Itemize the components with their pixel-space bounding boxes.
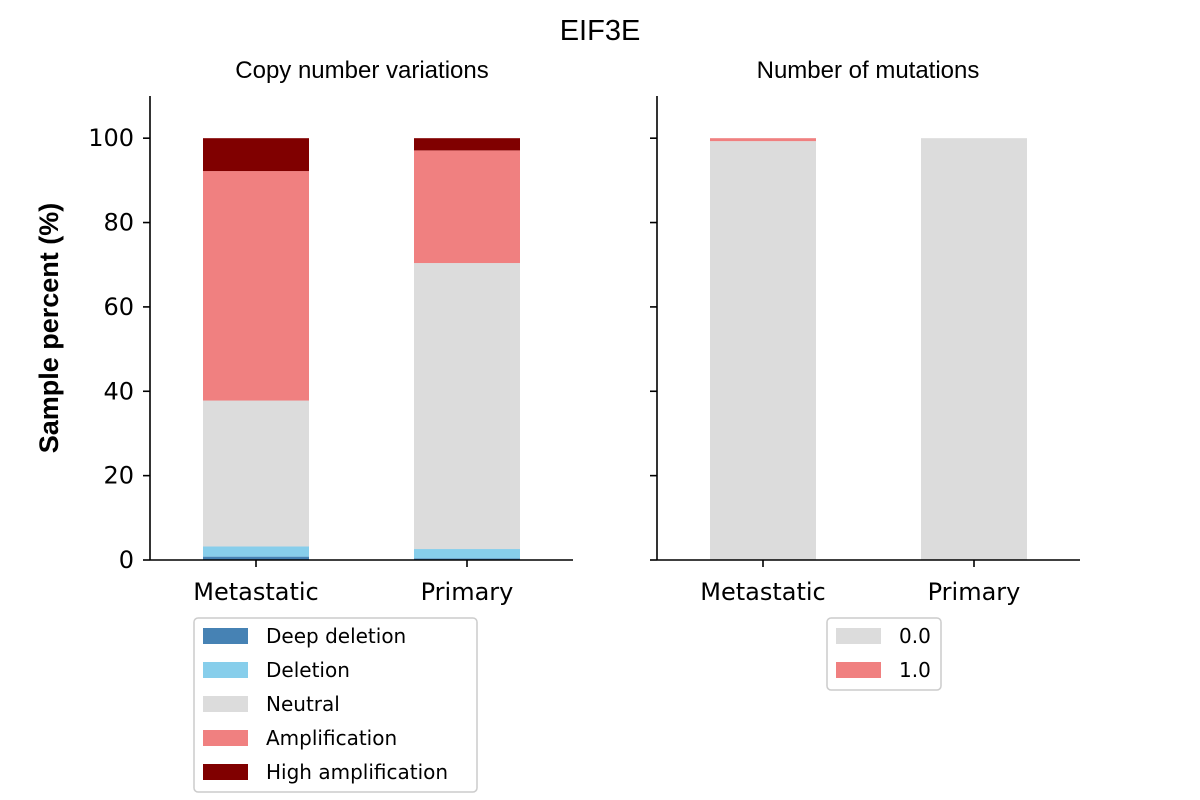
mutations-panel: Number of mutations Metastatic Primary bbox=[650, 57, 1080, 606]
cnv-legend-frame bbox=[193, 617, 478, 793]
cnv-legend-swatch-high-amplification bbox=[203, 764, 248, 780]
cnv-bar-metastatic-deletion bbox=[203, 546, 309, 557]
cnv-bar-metastatic-neutral bbox=[203, 400, 309, 547]
mutations-bars bbox=[710, 138, 1027, 560]
mutations-bar-primary-0-0 bbox=[921, 138, 1027, 560]
cnv-bar-primary-high-amplification bbox=[414, 138, 520, 151]
cnv-bar-primary-deep-deletion bbox=[414, 558, 520, 560]
mutations-x-tick-label-primary: Primary bbox=[928, 578, 1021, 606]
cnv-legend-label-neutral: Neutral bbox=[266, 692, 340, 716]
cnv-bar-metastatic-amplification bbox=[203, 171, 309, 401]
cnv-y-tick-label-100: 100 bbox=[88, 124, 134, 152]
cnv-y-tick-label-60: 60 bbox=[103, 293, 134, 321]
cnv-legend-swatch-deep-deletion bbox=[203, 628, 248, 644]
cnv-x-tick-label-primary: Primary bbox=[421, 578, 514, 606]
cnv-x-tick-label-metastatic: Metastatic bbox=[193, 578, 318, 606]
cnv-panel-title: Copy number variations bbox=[235, 57, 488, 84]
cnv-legend-label-amplification: Amplification bbox=[266, 726, 397, 750]
cnv-legend: Deep deletion Deletion Neutral Amplificatio… bbox=[193, 617, 478, 793]
cnv-panel: Copy number variations 0 20 40 60 80 100 Metas… bbox=[88, 57, 573, 606]
cnv-legend-swatch-deletion bbox=[203, 662, 248, 678]
cnv-y-tick-label-40: 40 bbox=[103, 377, 134, 405]
mutations-legend-swatch-0-0 bbox=[836, 628, 881, 644]
mutations-axes: Metastatic Primary bbox=[650, 96, 1080, 606]
cnv-bar-metastatic-deep-deletion bbox=[203, 556, 309, 560]
cnv-bar-primary-amplification bbox=[414, 150, 520, 264]
cnv-y-tick-label-20: 20 bbox=[103, 462, 134, 490]
cnv-bar-primary-deletion bbox=[414, 549, 520, 559]
cnv-legend-swatch-neutral bbox=[203, 696, 248, 712]
cnv-bar-primary-neutral bbox=[414, 263, 520, 550]
cnv-bars bbox=[203, 138, 520, 560]
y-axis-label: Sample percent (%) bbox=[34, 203, 64, 454]
cnv-y-tick-label-80: 80 bbox=[103, 209, 134, 237]
mutations-legend: 0.01.0 bbox=[826, 617, 942, 691]
mutations-x-tick-label-metastatic: Metastatic bbox=[700, 578, 825, 606]
mutations-legend-label-1-0: 1.0 bbox=[899, 658, 931, 682]
figure-title: EIF3E bbox=[560, 15, 641, 47]
mutations-legend-swatch-1-0 bbox=[836, 662, 881, 678]
mutations-bar-metastatic-0-0 bbox=[710, 141, 816, 560]
cnv-legend-swatch-amplification bbox=[203, 730, 248, 746]
cnv-y-tick-label-0: 0 bbox=[119, 546, 134, 574]
cnv-legend-label-deletion: Deletion bbox=[266, 658, 350, 682]
cnv-legend-label-deep-deletion: Deep deletion bbox=[266, 624, 406, 648]
cnv-bar-metastatic-high-amplification bbox=[203, 138, 309, 172]
cnv-legend-label-high-amplification: High amplification bbox=[266, 760, 448, 784]
mutations-bar-metastatic-1-0 bbox=[710, 138, 816, 142]
mutations-panel-title: Number of mutations bbox=[757, 57, 980, 84]
cnv-axes: 0 20 40 60 80 100 Metastatic Primary bbox=[88, 96, 573, 606]
mutations-legend-label-0-0: 0.0 bbox=[899, 624, 931, 648]
